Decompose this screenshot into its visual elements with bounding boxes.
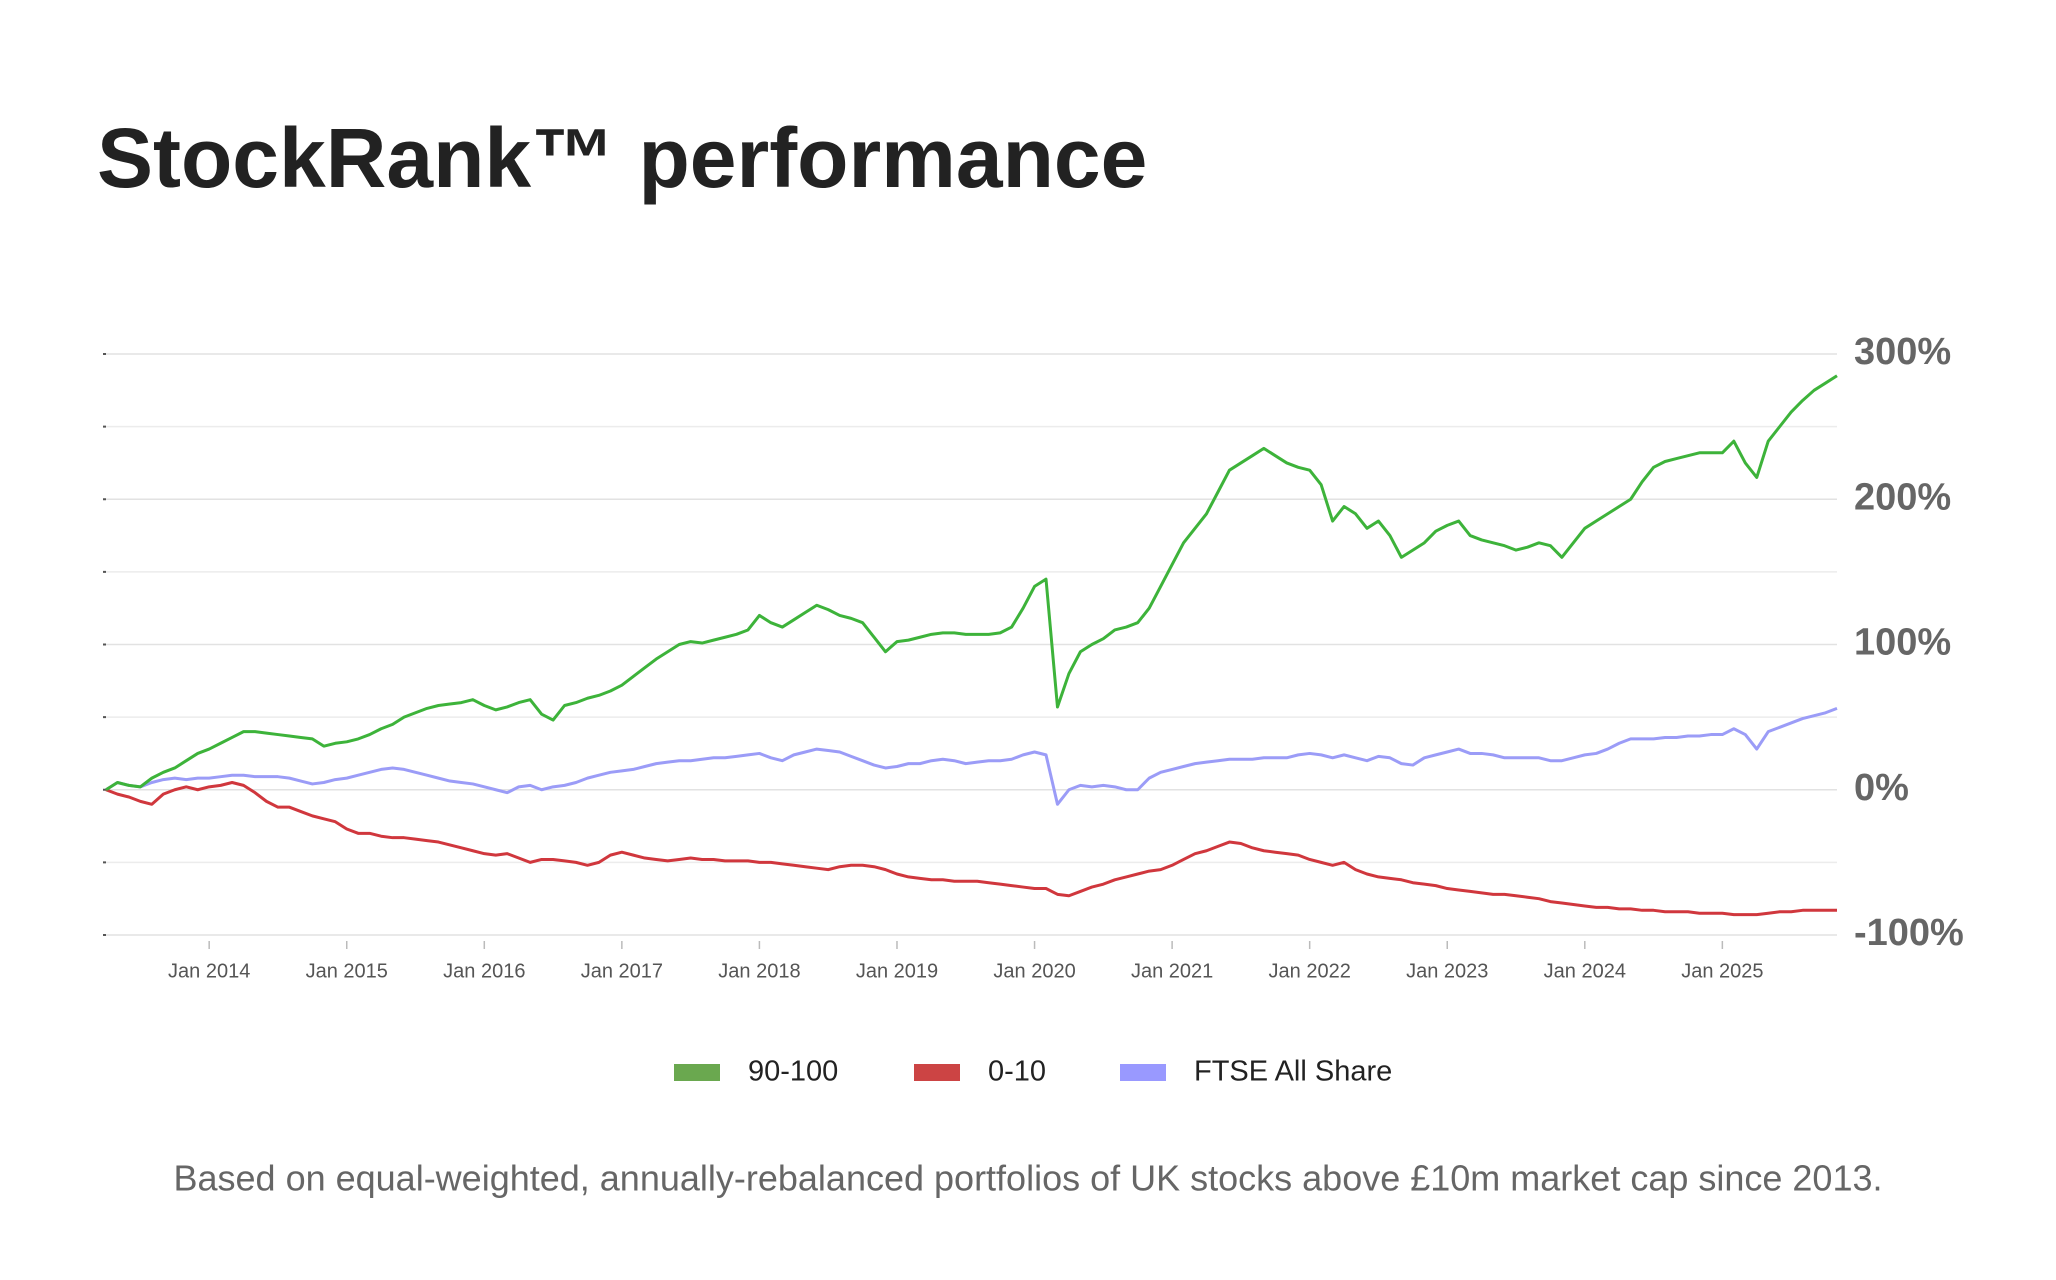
legend-label: 0-10 [988,1056,1046,1088]
x-tick-label: Jan 2019 [856,960,938,982]
x-tick-label: Jan 2015 [306,960,388,982]
legend-swatch [914,1064,960,1081]
footnote: Based on equal-weighted, annually-rebala… [173,1158,1882,1199]
chart-title: StockRank™ performance [97,111,1147,205]
x-tick-label: Jan 2018 [718,960,800,982]
legend-swatch [1120,1064,1166,1081]
x-tick-label: Jan 2025 [1681,960,1763,982]
x-tick-label: Jan 2020 [993,960,1075,982]
series-line [105,707,1838,806]
y-tick-label: 200% [1854,476,1951,518]
series-line [105,374,1838,792]
legend-label: 90-100 [748,1056,838,1088]
x-tick-label: Jan 2014 [168,960,250,982]
legend-label: FTSE All Share [1194,1056,1392,1088]
y-tick-label: -100% [1854,912,1964,954]
x-tick-label: Jan 2021 [1131,960,1213,982]
x-tick-label: Jan 2023 [1406,960,1488,982]
y-tick-label: 300% [1854,331,1951,373]
series-line [105,780,1837,917]
x-tick-label: Jan 2017 [581,960,663,982]
x-tick-label: Jan 2024 [1544,960,1626,982]
legend-swatch [674,1064,720,1081]
y-tick-label: 100% [1854,622,1951,664]
y-tick-label: 0% [1854,767,1909,809]
x-tick-label: Jan 2022 [1269,960,1351,982]
x-tick-label: Jan 2016 [443,960,525,982]
